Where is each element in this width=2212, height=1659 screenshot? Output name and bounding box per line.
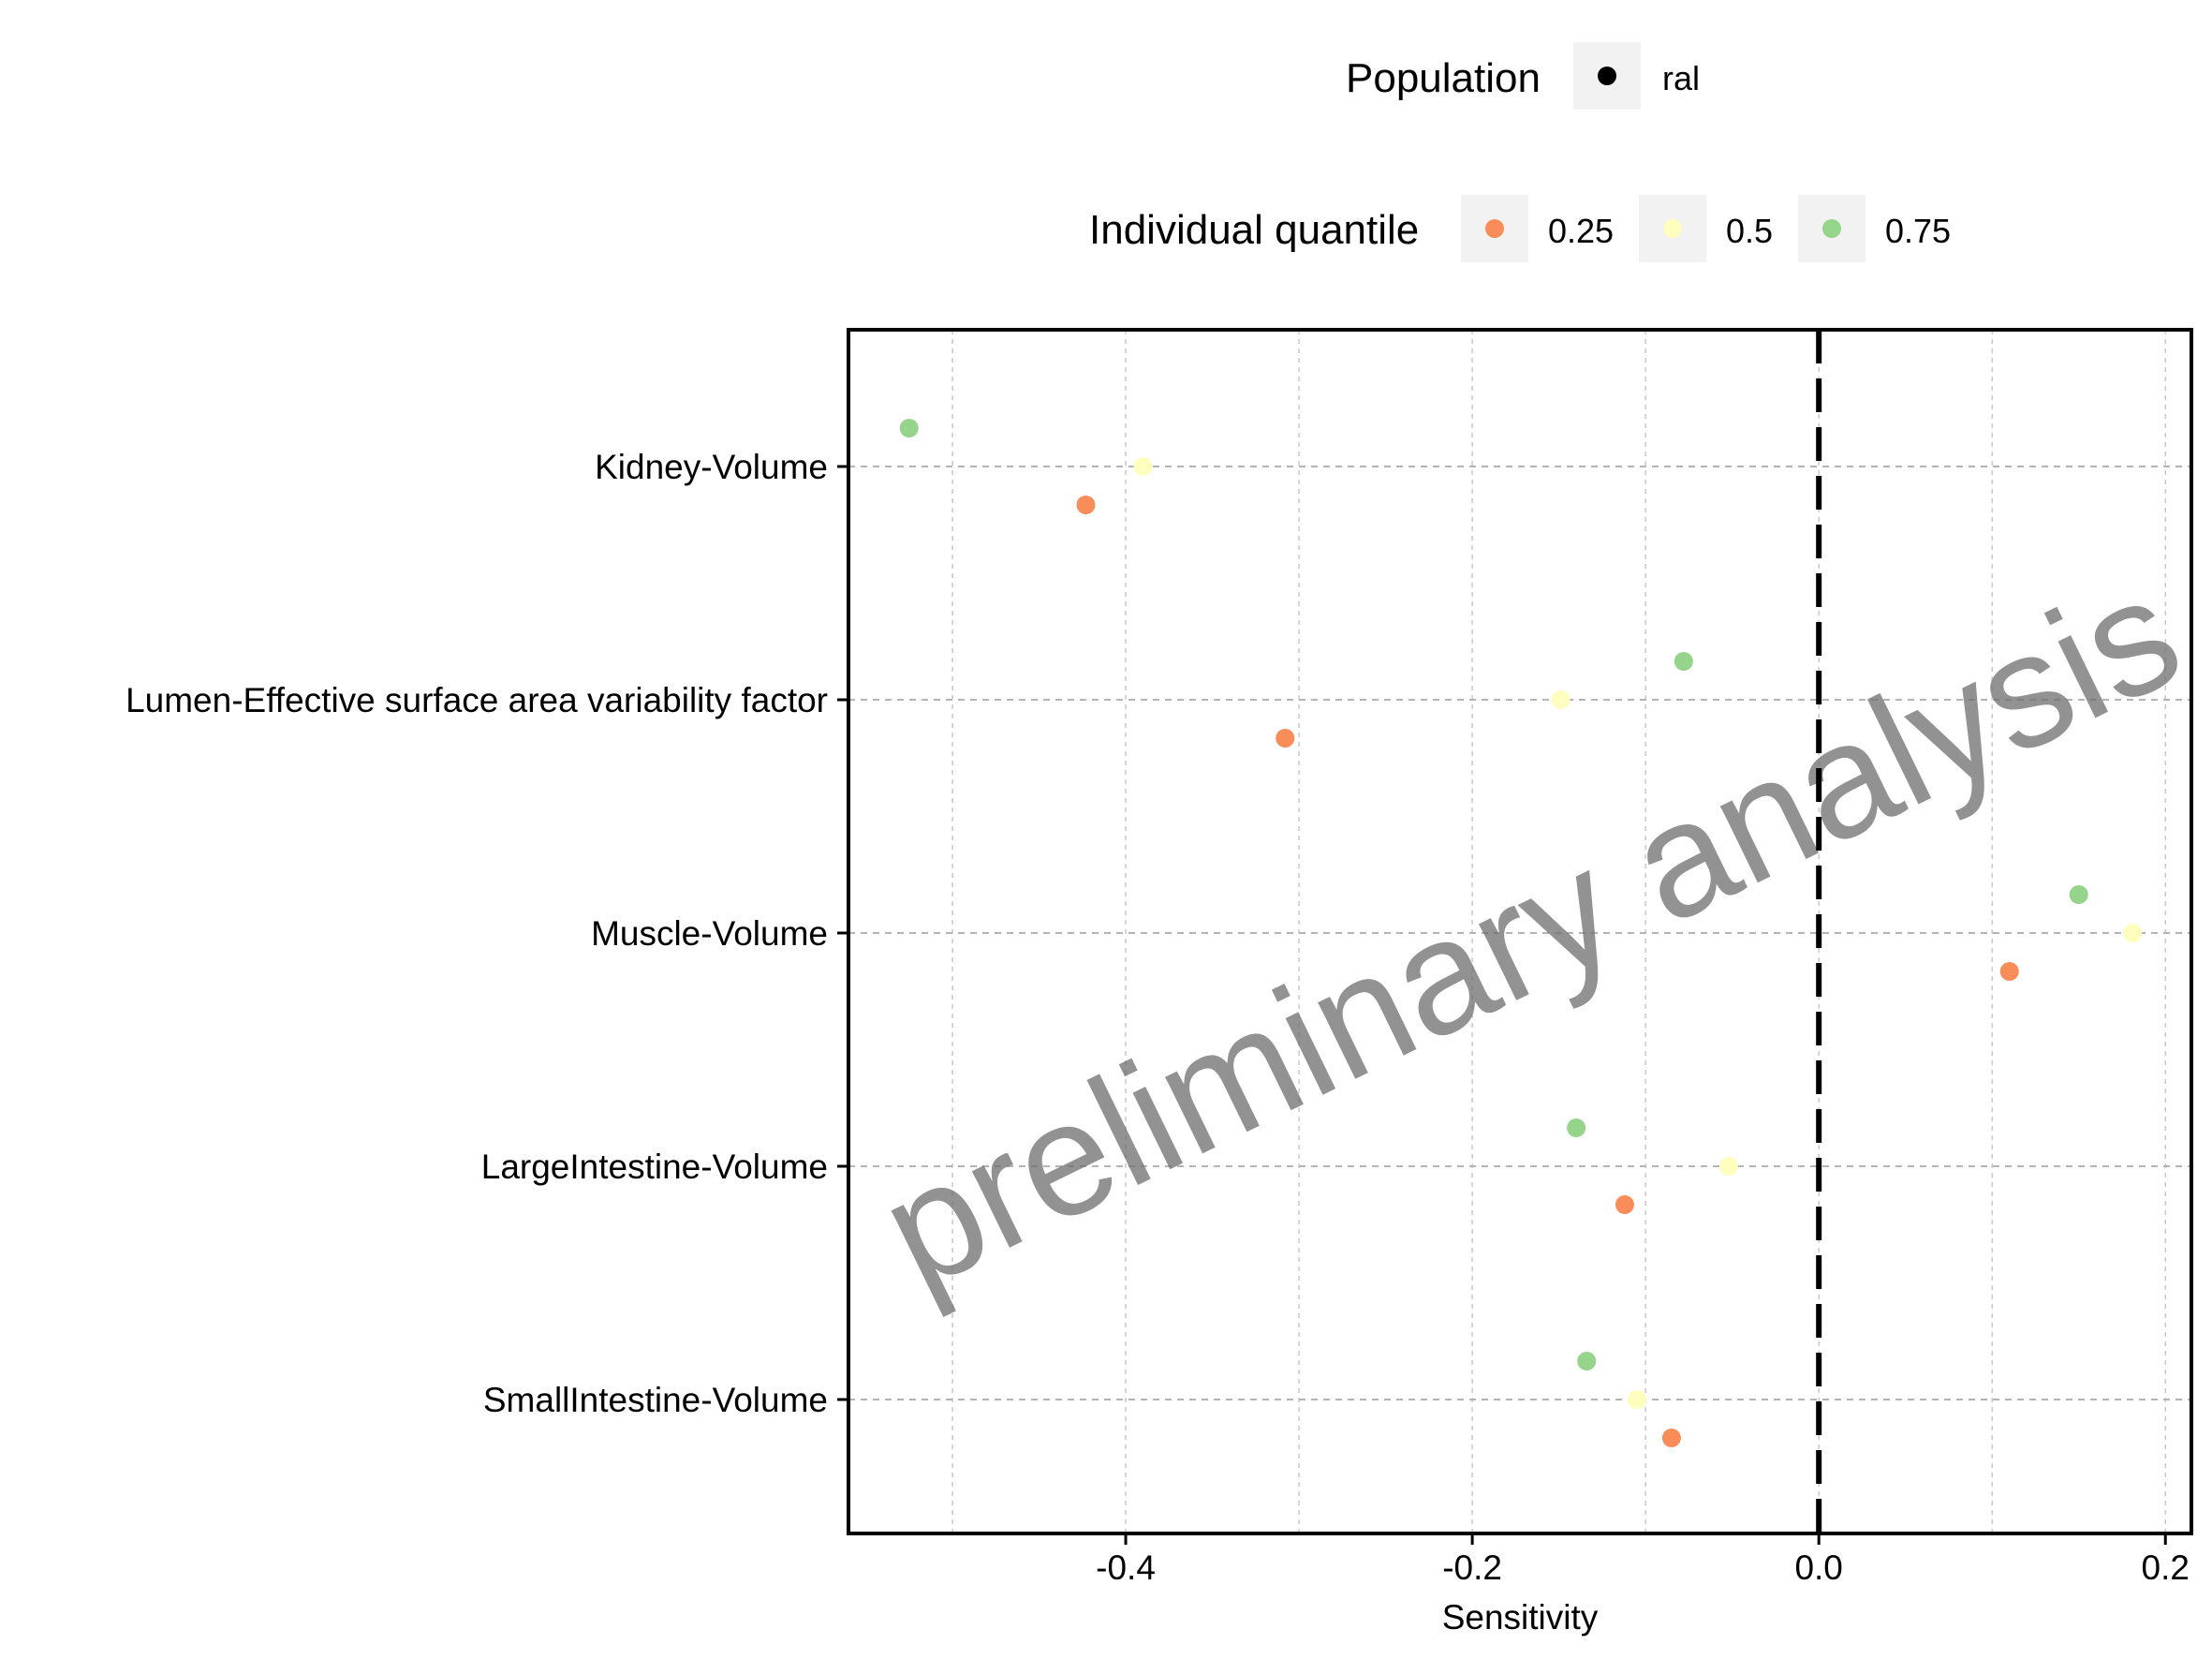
data-point <box>1999 962 2019 981</box>
x-axis: -0.4 -0.2 0.0 0.2 <box>1096 1533 2190 1587</box>
data-point <box>1661 1429 1681 1447</box>
x-tick-label: -0.2 <box>1442 1548 1502 1587</box>
x-tick-label: 0.0 <box>1794 1548 1842 1587</box>
data-point <box>1133 457 1153 476</box>
quantile-legend-swatch <box>1485 219 1504 238</box>
data-point <box>1615 1195 1634 1214</box>
data-point <box>1276 729 1295 748</box>
population-legend-swatch <box>1598 67 1616 85</box>
quantile-legend-swatch <box>1822 219 1841 238</box>
x-tick-label: 0.2 <box>2142 1548 2190 1587</box>
y-tick-label: Lumen-Effective surface area variability… <box>125 681 828 719</box>
grid-lines <box>848 330 2191 1533</box>
population-legend: Population ral <box>1346 42 1700 110</box>
data-point <box>1551 690 1571 709</box>
x-tick-label: -0.4 <box>1096 1548 1156 1587</box>
category-axis: Kidney-Volume Lumen-Effective surface are… <box>125 448 848 1419</box>
data-point <box>1627 1390 1646 1409</box>
population-legend-label: ral <box>1662 59 1700 97</box>
data-point <box>1674 652 1693 671</box>
y-tick-label: Kidney-Volume <box>595 448 828 486</box>
quantile-legend-swatch <box>1663 219 1682 238</box>
data-point <box>1567 1118 1586 1137</box>
x-axis-title: Sensitivity <box>1442 1598 1599 1637</box>
data-point <box>2069 885 2088 904</box>
y-tick-label: Muscle-Volume <box>591 914 828 953</box>
data-point <box>1577 1352 1597 1370</box>
quantile-legend-title: Individual quantile <box>1089 207 1419 253</box>
y-tick-label: LargeIntestine-Volume <box>481 1148 828 1186</box>
data-point <box>1718 1157 1738 1176</box>
data-point <box>2123 924 2143 942</box>
y-tick-label: SmallIntestine-Volume <box>483 1381 828 1419</box>
data-points <box>899 419 2143 1447</box>
quantile-legend-label: 0.75 <box>1885 212 1951 250</box>
quantile-legend-label: 0.5 <box>1726 212 1773 250</box>
population-legend-title: Population <box>1346 55 1541 101</box>
quantile-legend: Individual quantile 0.25 0.5 0.75 <box>1089 195 1951 262</box>
data-point <box>1076 496 1096 514</box>
data-point <box>899 419 919 437</box>
plot-panel-border <box>847 328 2193 1535</box>
quantile-legend-label: 0.25 <box>1548 212 1614 250</box>
